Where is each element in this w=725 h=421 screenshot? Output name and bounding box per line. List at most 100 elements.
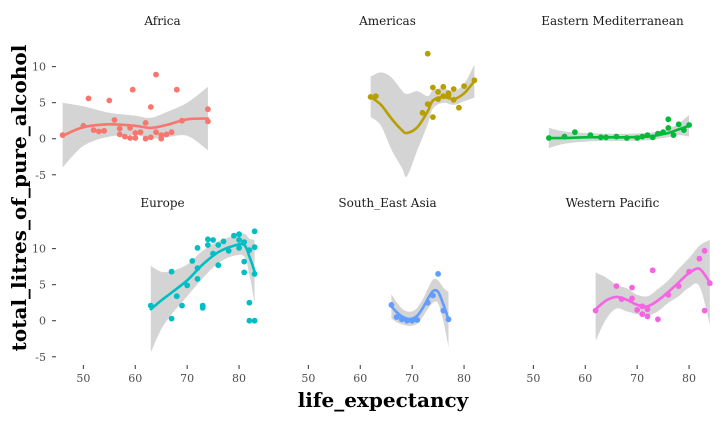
- confidence-band: [62, 86, 208, 168]
- data-point: [205, 236, 211, 243]
- data-point: [665, 116, 672, 123]
- confidence-band: [548, 114, 690, 149]
- x-tick-label: 80: [457, 372, 471, 385]
- x-tick-label: 50: [526, 372, 540, 385]
- panel-title: Americas: [358, 14, 416, 28]
- x-tick-label: 80: [232, 372, 246, 385]
- data-point: [132, 130, 139, 136]
- data-point: [225, 247, 232, 254]
- data-point: [665, 125, 672, 131]
- data-point: [205, 242, 211, 248]
- data-point: [205, 118, 211, 125]
- y-tick-label: 0: [39, 133, 46, 146]
- data-point: [231, 232, 237, 239]
- data-point: [153, 71, 159, 78]
- data-point: [251, 317, 258, 324]
- y-axis-title: total_litres_of_pure_alcohol: [7, 44, 31, 351]
- data-point: [241, 258, 248, 265]
- data-point: [96, 128, 102, 135]
- data-point: [435, 89, 441, 95]
- data-point: [158, 132, 165, 139]
- panel-title: South_East Asia: [338, 196, 436, 210]
- data-point: [701, 307, 708, 314]
- data-point: [168, 268, 175, 275]
- data-point: [644, 313, 651, 320]
- data-point: [101, 127, 107, 134]
- panel-eastern-mediterranean: Eastern Mediterranean: [541, 14, 692, 149]
- data-point: [194, 276, 201, 282]
- y-tick-label: 10: [32, 243, 46, 256]
- x-axis-ticks: 50 60 70 80 50 60 70 80 50 60 70 80: [76, 365, 696, 385]
- data-point: [173, 293, 180, 300]
- smooth-trend-line: [390, 288, 450, 321]
- panel-title: Europe: [140, 196, 184, 210]
- smooth-trend-line: [369, 79, 476, 135]
- data-point: [220, 238, 227, 245]
- data-point: [246, 317, 253, 324]
- x-tick-label: 80: [682, 372, 696, 385]
- y-tick-label: -5: [35, 169, 46, 182]
- panel-africa: Africa: [59, 14, 211, 168]
- y-tick-label: 0: [39, 315, 46, 328]
- data-point: [199, 302, 206, 309]
- data-point: [111, 117, 118, 123]
- data-point: [430, 114, 436, 120]
- data-point: [168, 129, 175, 136]
- smooth-trend-line: [547, 124, 691, 140]
- x-tick-label: 70: [405, 372, 419, 385]
- y-tick-label: 5: [39, 279, 46, 292]
- data-point: [163, 131, 170, 138]
- data-point: [142, 120, 149, 126]
- data-point: [116, 131, 123, 138]
- x-tick-label: 70: [630, 372, 644, 385]
- data-point: [655, 316, 661, 323]
- data-point: [649, 267, 656, 274]
- data-point: [127, 135, 133, 141]
- data-point: [205, 106, 211, 113]
- data-point: [629, 284, 635, 291]
- data-point: [173, 86, 180, 93]
- data-point: [430, 84, 436, 91]
- smooth-trend-line: [594, 267, 712, 311]
- y-tick-label: 10: [32, 61, 46, 74]
- data-point: [236, 245, 243, 251]
- data-point: [90, 127, 97, 133]
- y-axis-ticks: -5 0 5 10 -5 0 5 10: [32, 61, 56, 364]
- confidence-band: [595, 240, 710, 341]
- panel-americas: Americas: [358, 14, 478, 177]
- data-point: [106, 97, 113, 104]
- x-tick-label: 60: [353, 372, 367, 385]
- data-point: [675, 121, 682, 128]
- data-point: [246, 299, 253, 306]
- data-point: [241, 269, 248, 276]
- data-point: [440, 83, 447, 90]
- data-point: [639, 311, 646, 318]
- data-point: [424, 50, 431, 57]
- x-tick-label: 50: [301, 372, 315, 385]
- panel-south-east-asia: South_East Asia: [338, 196, 452, 347]
- x-tick-label: 60: [578, 372, 592, 385]
- data-point: [629, 295, 635, 302]
- data-point: [189, 258, 196, 264]
- smooth-trend-line: [149, 242, 256, 311]
- x-axis-title: life_expectancy: [298, 388, 470, 412]
- data-point: [236, 231, 243, 238]
- data-point: [251, 271, 258, 277]
- x-tick-label: 60: [128, 372, 142, 385]
- data-point: [701, 247, 708, 254]
- data-point: [147, 134, 154, 141]
- confidence-band: [150, 233, 255, 353]
- smooth-trend-line: [61, 117, 210, 138]
- x-tick-label: 70: [180, 372, 194, 385]
- data-point: [450, 86, 457, 92]
- data-point: [634, 307, 641, 313]
- data-point: [122, 133, 128, 140]
- panel-title: Africa: [143, 14, 180, 28]
- data-point: [184, 282, 191, 289]
- data-point: [179, 302, 185, 309]
- panel-title: Western Pacific: [566, 196, 660, 210]
- panel-western-pacific: Western Pacific: [566, 196, 713, 341]
- y-tick-label: 5: [39, 97, 46, 110]
- data-point: [215, 242, 222, 248]
